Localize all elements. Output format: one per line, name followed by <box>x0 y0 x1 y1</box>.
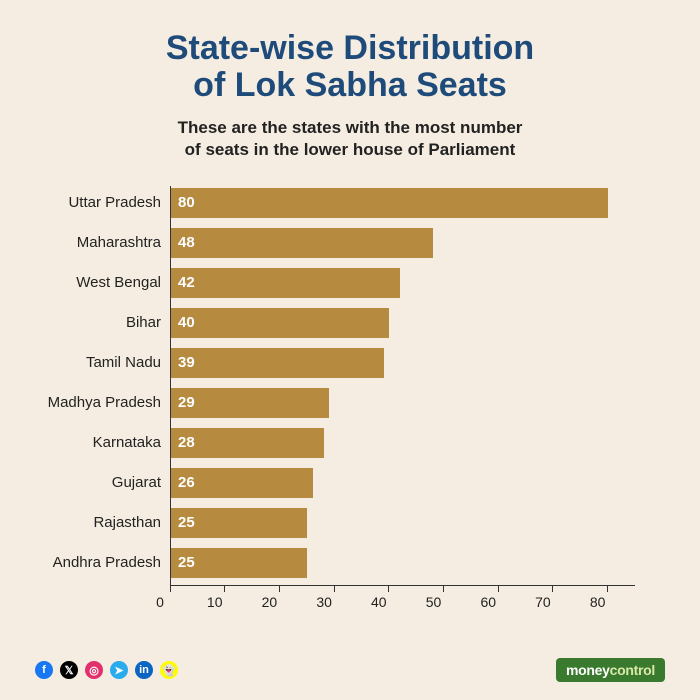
subtitle-line2: of seats in the lower house of Parliamen… <box>185 140 516 159</box>
x-axis: 01020304050607080 <box>170 586 635 616</box>
x-tick: 30 <box>324 586 344 610</box>
bar: 80 <box>171 188 608 218</box>
bar-row: Tamil Nadu39 <box>171 348 635 378</box>
bar: 39 <box>171 348 384 378</box>
tick-mark <box>607 586 608 592</box>
tick-mark <box>224 586 225 592</box>
bar-row: West Bengal42 <box>171 268 635 298</box>
x-tick: 0 <box>160 586 180 610</box>
bar-row: Madhya Pradesh29 <box>171 388 635 418</box>
tick-mark <box>334 586 335 592</box>
x-tick: 80 <box>598 586 618 610</box>
social-icons: f𝕏 ◎ ➤ in 👻 <box>35 661 178 679</box>
x-twitter-icon[interactable]: 𝕏 <box>60 661 78 679</box>
chart-title: State-wise Distribution of Lok Sabha Sea… <box>35 30 665 105</box>
logo-part2: control <box>610 662 655 678</box>
bar: 25 <box>171 508 307 538</box>
bar-row: Karnataka28 <box>171 428 635 458</box>
category-label: Gujarat <box>112 474 171 491</box>
tick-label: 20 <box>249 594 289 610</box>
bar-row: Bihar40 <box>171 308 635 338</box>
category-label: Rajasthan <box>93 514 171 531</box>
tick-label: 80 <box>578 594 618 610</box>
tick-label: 10 <box>195 594 235 610</box>
facebook-icon[interactable]: f <box>35 661 53 679</box>
bar: 25 <box>171 548 307 578</box>
bar: 26 <box>171 468 313 498</box>
bar: 28 <box>171 428 324 458</box>
x-tick: 20 <box>269 586 289 610</box>
bar: 42 <box>171 268 400 298</box>
x-tick: 60 <box>488 586 508 610</box>
category-label: Bihar <box>126 314 171 331</box>
bar: 40 <box>171 308 389 338</box>
tick-mark <box>443 586 444 592</box>
tick-label: 40 <box>359 594 399 610</box>
title-line1: State-wise Distribution <box>166 29 534 67</box>
tick-label: 60 <box>468 594 508 610</box>
category-label: Maharashtra <box>77 234 171 251</box>
tick-label: 50 <box>414 594 454 610</box>
bar: 48 <box>171 228 433 258</box>
title-line2: of Lok Sabha Seats <box>193 66 507 104</box>
category-label: Karnataka <box>93 434 171 451</box>
tick-label: 0 <box>140 594 180 610</box>
category-label: Madhya Pradesh <box>48 394 171 411</box>
category-label: Uttar Pradesh <box>68 194 171 211</box>
x-tick: 10 <box>215 586 235 610</box>
tick-mark <box>170 586 171 592</box>
footer: f𝕏 ◎ ➤ in 👻 moneycontrol <box>35 658 665 682</box>
bar-row: Maharashtra48 <box>171 228 635 258</box>
bar-row: Andhra Pradesh25 <box>171 548 635 578</box>
tick-mark <box>388 586 389 592</box>
subtitle-line1: These are the states with the most numbe… <box>178 118 523 137</box>
moneycontrol-logo: moneycontrol <box>556 658 665 682</box>
bar-chart: Uttar Pradesh80 Maharashtra48 West Bengal4… <box>170 186 635 616</box>
plot-area: Uttar Pradesh80 Maharashtra48 West Bengal4… <box>170 186 635 586</box>
tick-mark <box>498 586 499 592</box>
chart-subtitle: These are the states with the most numbe… <box>35 117 665 161</box>
linkedin-icon[interactable]: in <box>135 661 153 679</box>
snapchat-icon[interactable]: 👻 <box>160 661 178 679</box>
x-tick: 50 <box>434 586 454 610</box>
tick-label: 30 <box>304 594 344 610</box>
telegram-icon[interactable]: ➤ <box>110 661 128 679</box>
logo-part1: money <box>566 662 610 678</box>
bar: 29 <box>171 388 329 418</box>
category-label: West Bengal <box>76 274 171 291</box>
bar-row: Rajasthan25 <box>171 508 635 538</box>
bar-row: Gujarat26 <box>171 468 635 498</box>
x-tick: 40 <box>379 586 399 610</box>
instagram-icon[interactable]: ◎ <box>85 661 103 679</box>
tick-mark <box>279 586 280 592</box>
category-label: Andhra Pradesh <box>53 554 171 571</box>
bar-row: Uttar Pradesh80 <box>171 188 635 218</box>
tick-mark <box>552 586 553 592</box>
x-tick: 70 <box>543 586 563 610</box>
tick-label: 70 <box>523 594 563 610</box>
category-label: Tamil Nadu <box>86 354 171 371</box>
